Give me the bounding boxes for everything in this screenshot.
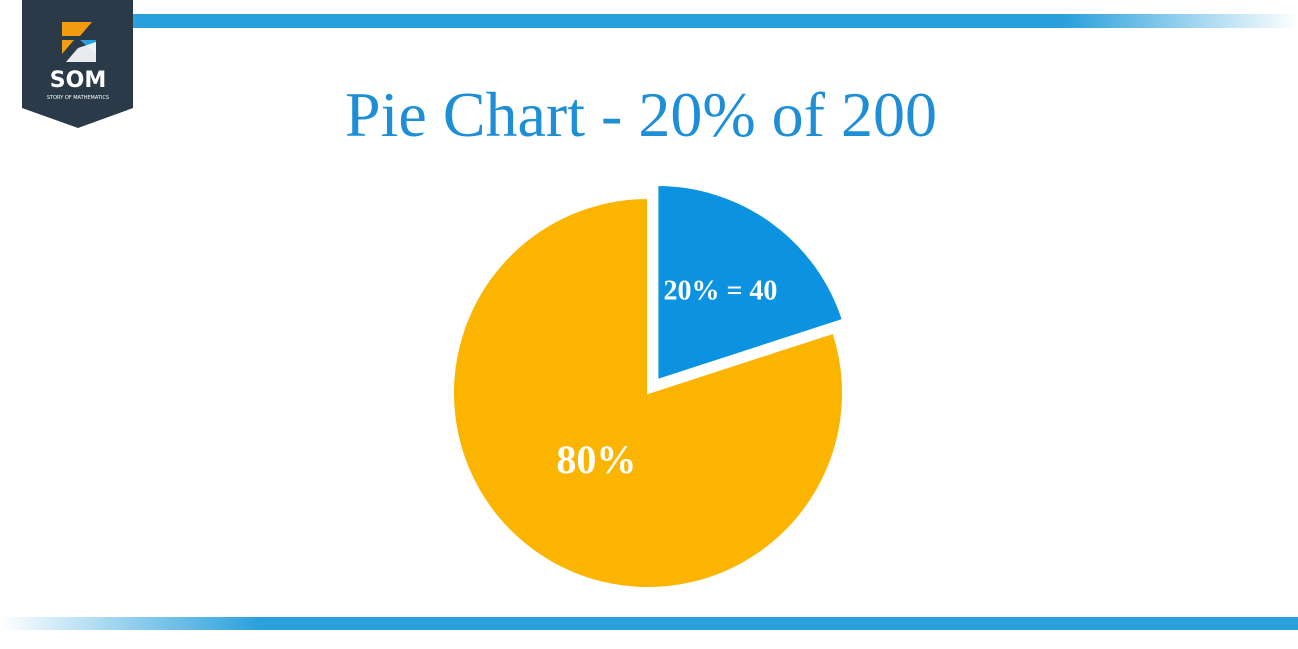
slice-label: 20% = 40 bbox=[663, 276, 777, 307]
pie-slice bbox=[656, 184, 845, 382]
top-bar bbox=[130, 14, 1298, 28]
logo-mark bbox=[62, 22, 92, 36]
logo-text: SOM bbox=[50, 68, 106, 93]
logo-subtext: STORY OF MATHEMATICS bbox=[47, 95, 109, 101]
logo-mark bbox=[62, 40, 74, 54]
logo-badge bbox=[22, 0, 133, 128]
pie: 20% = 40 80% bbox=[452, 184, 845, 589]
logo: SOM STORY OF MATHEMATICS bbox=[22, 0, 133, 128]
logo-mark bbox=[66, 42, 96, 62]
chart-title: Pie Chart - 20% of 200 bbox=[345, 79, 937, 150]
pie-slice bbox=[452, 196, 844, 589]
slice-label: 80% bbox=[556, 437, 636, 482]
bottom-bar bbox=[0, 617, 1298, 630]
